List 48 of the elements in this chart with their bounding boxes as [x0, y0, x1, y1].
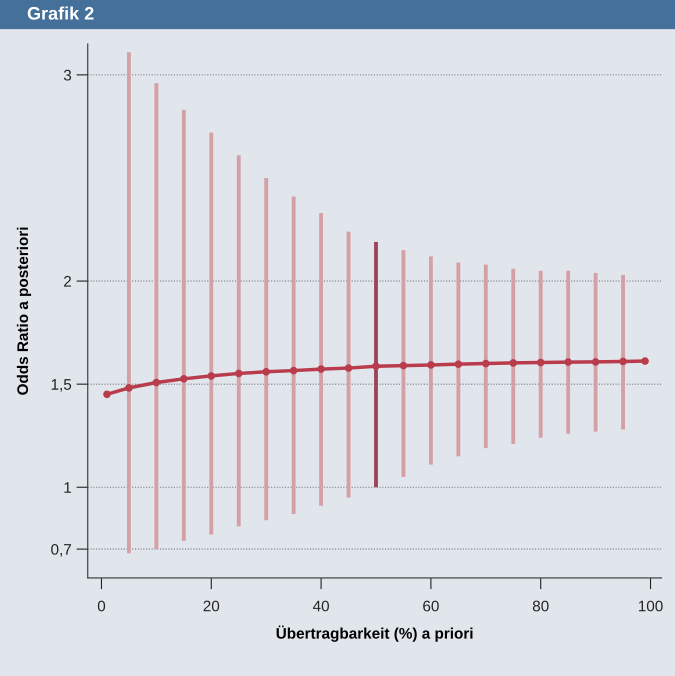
- y-tick-label: 2: [64, 276, 72, 287]
- point: [454, 360, 462, 368]
- bar: [566, 270, 570, 434]
- bar: [594, 272, 598, 432]
- x-tick-label: 20: [204, 600, 220, 612]
- point: [234, 370, 243, 378]
- y-tick-label: 1: [64, 482, 72, 493]
- point: [290, 366, 298, 374]
- bar: [154, 83, 158, 550]
- x-tick-label: 0: [98, 600, 106, 612]
- point: [103, 390, 111, 398]
- point: [641, 357, 649, 365]
- point: [564, 358, 572, 366]
- bar: [456, 262, 460, 456]
- bar: [346, 232, 350, 498]
- x-tick-label: 40: [312, 600, 329, 612]
- point: [262, 368, 270, 376]
- point: [482, 360, 490, 368]
- point: [317, 365, 325, 373]
- point: [619, 358, 627, 366]
- point: [372, 362, 380, 370]
- point: [125, 384, 133, 392]
- bar: [428, 256, 433, 465]
- point: [152, 378, 160, 386]
- x-axis-title: Übertragbarkeit (%) a priori: [276, 626, 472, 642]
- bar: [621, 274, 625, 430]
- point: [509, 359, 518, 367]
- bar: [319, 213, 324, 506]
- bar: [374, 242, 378, 488]
- x-tick-label: 60: [423, 600, 439, 612]
- chart-title: Grafik 2: [28, 6, 94, 20]
- point: [207, 372, 216, 380]
- y-tick-label: 3: [64, 70, 72, 81]
- point: [592, 358, 600, 366]
- x-tick-label: 100: [638, 600, 663, 612]
- point: [536, 358, 545, 366]
- x-tick-label: 80: [532, 600, 549, 612]
- point: [180, 374, 188, 383]
- point: [400, 362, 408, 370]
- point: [427, 361, 435, 369]
- bar: [182, 110, 186, 541]
- bar: [292, 196, 296, 514]
- y-axis-title: Odds Ratio a posteriori: [16, 228, 32, 395]
- bar: [402, 250, 406, 477]
- y-tick-label: 1,5: [52, 379, 72, 392]
- point: [344, 364, 352, 372]
- bar: [127, 52, 131, 554]
- y-tick-label: 0,7: [51, 544, 72, 557]
